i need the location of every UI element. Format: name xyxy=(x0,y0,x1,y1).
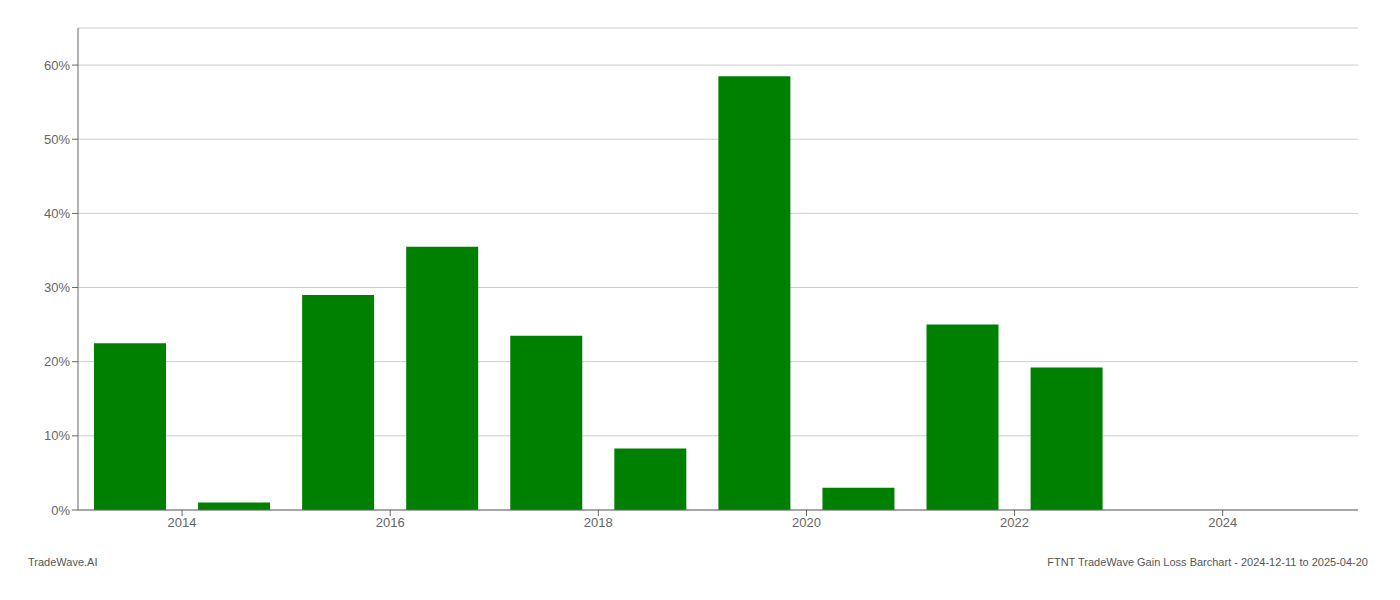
html-text:FTNT TradeWave Gain Loss Barch: FTNT TradeWave Gain Loss Barchart - 2024… xyxy=(1047,556,1368,568)
svg-text:20%: 20% xyxy=(44,354,70,369)
html-text:TradeWave.AI: TradeWave.AI xyxy=(28,556,98,568)
svg-text:0%: 0% xyxy=(51,503,70,518)
svg-text:2018: 2018 xyxy=(584,515,613,530)
svg-text:50%: 50% xyxy=(44,132,70,147)
svg-text:60%: 60% xyxy=(44,58,70,73)
svg-text:2020: 2020 xyxy=(792,515,821,530)
svg-text:30%: 30% xyxy=(44,280,70,295)
svg-text:2016: 2016 xyxy=(376,515,405,530)
svg-text:40%: 40% xyxy=(44,206,70,221)
svg-text:2022: 2022 xyxy=(1000,515,1029,530)
svg-text:2024: 2024 xyxy=(1208,515,1237,530)
svg-text:10%: 10% xyxy=(44,428,70,443)
svg-text:2014: 2014 xyxy=(168,515,197,530)
